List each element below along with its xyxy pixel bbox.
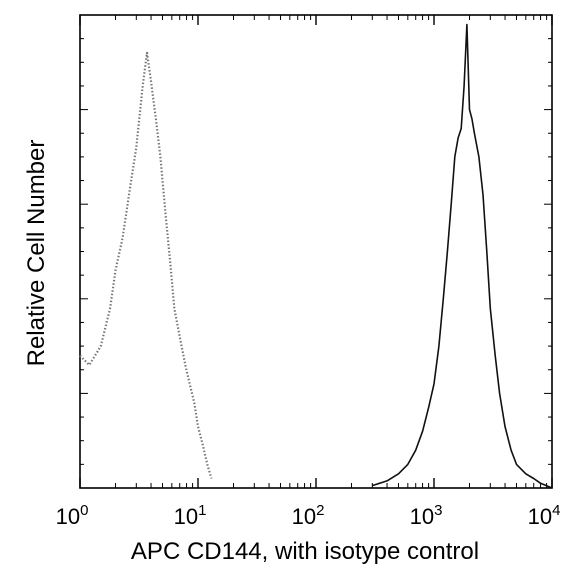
y-axis-title: Relative Cell Number [23, 140, 50, 367]
x-tick-label-4: 104 [528, 502, 561, 529]
x-tick-label-0: 100 [56, 502, 89, 529]
series-line-1 [372, 23, 553, 489]
x-tick-label-2: 102 [292, 502, 325, 529]
x-axis-title: APC CD144, with isotype control [131, 538, 479, 565]
x-tick-label-3: 103 [410, 502, 443, 529]
series-layer [79, 23, 553, 489]
x-tick-label-1: 101 [174, 502, 207, 529]
series-line-0 [79, 51, 213, 479]
x-axis-ticks: 100 101 102 103 104 [56, 15, 561, 529]
plot-frame [79, 14, 553, 489]
minor-ticks [80, 15, 552, 488]
